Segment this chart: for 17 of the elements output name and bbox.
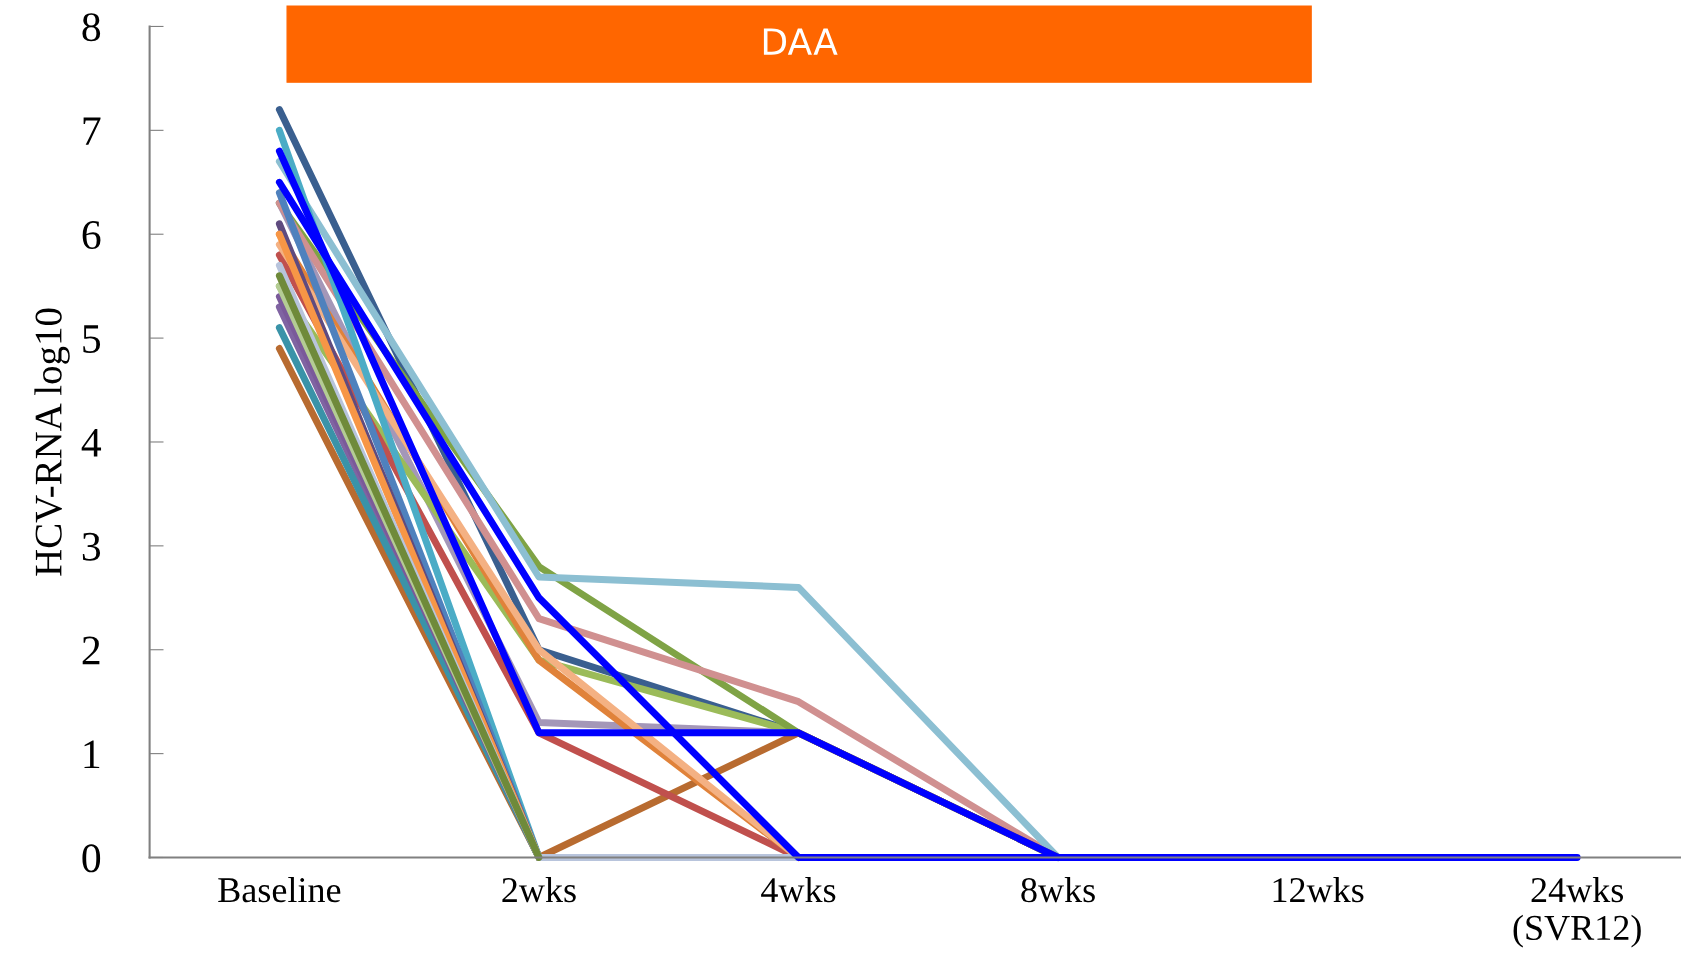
- y-axis-title: HCV-RNA log10: [34, 308, 70, 576]
- band-label: DAA: [763, 28, 838, 55]
- x-tick-label: 24wks (SVR12): [1513, 876, 1641, 948]
- y-tick-label: 1: [84, 740, 100, 769]
- x-tick-label: 8wks: [1021, 876, 1095, 903]
- y-tick-label: 2: [82, 636, 100, 665]
- x-tick-label: 12wks: [1273, 876, 1364, 903]
- x-tick-label: 2wks: [502, 876, 576, 903]
- y-tick-label: 5: [83, 325, 101, 353]
- y-tick-label: 4: [81, 429, 102, 457]
- y-tick-label: 7: [83, 117, 101, 145]
- y-tick-label: 8: [82, 13, 101, 42]
- x-tick-label: 4wks: [761, 876, 836, 903]
- y-tick-label: 0: [82, 844, 101, 873]
- y-tick-label: 3: [82, 532, 101, 561]
- x-tick-label: Baseline: [218, 876, 341, 903]
- y-tick-label: 6: [82, 221, 101, 250]
